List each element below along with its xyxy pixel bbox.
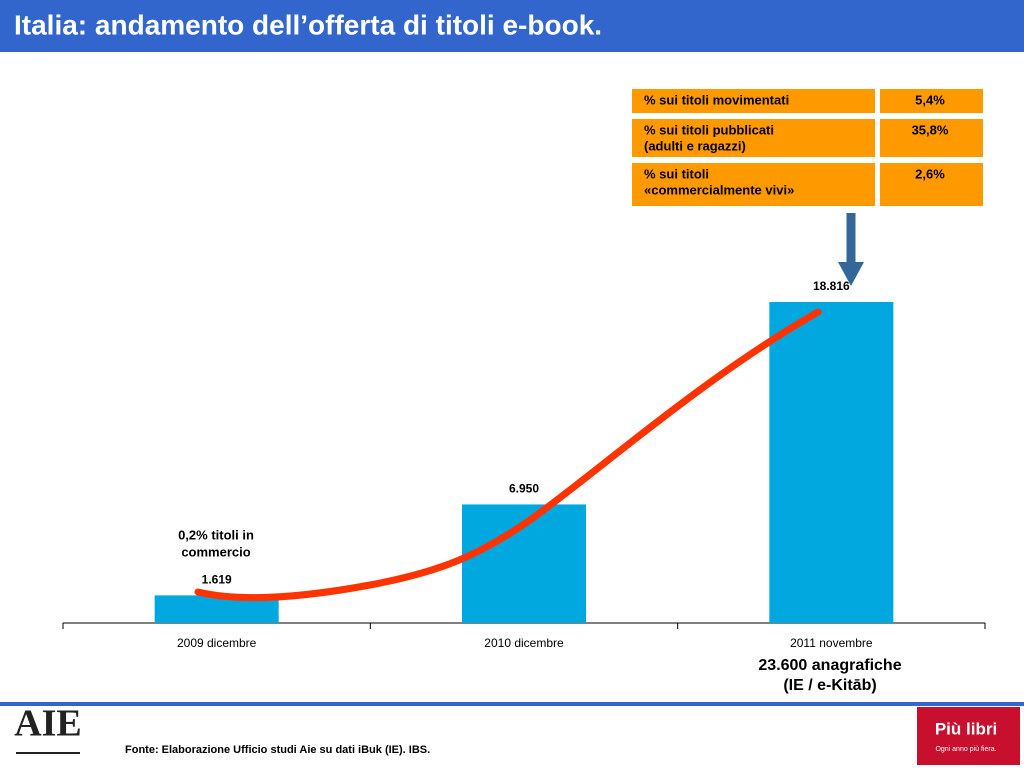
annotation: (IE / e-Kitāb) xyxy=(783,677,876,694)
source-note: Fonte: Elaborazione Ufficio studi Aie su… xyxy=(125,744,430,756)
value-label: 18.816 xyxy=(813,279,850,293)
table-cell xyxy=(880,163,983,206)
annotation: 0,2% titoli in xyxy=(178,527,254,542)
annotation: commercio xyxy=(181,544,250,559)
table-cell xyxy=(632,163,875,206)
footer-line xyxy=(0,702,1024,706)
table-label: «commercialmente vivi» xyxy=(644,182,794,197)
table-cell xyxy=(632,89,875,113)
table-label: % sui titoli xyxy=(644,166,709,181)
value-label: 1.619 xyxy=(202,573,232,587)
value-label: 6.950 xyxy=(509,482,539,496)
trend-curve xyxy=(194,308,822,602)
table-cell xyxy=(632,119,875,157)
table-label: % sui titoli movimentati xyxy=(644,92,789,107)
aie-logo: AIE xyxy=(14,703,82,745)
arrow-head xyxy=(838,262,864,286)
table-value: 2,6% xyxy=(915,166,945,181)
annotation: 23.600 anagrafiche xyxy=(758,657,901,674)
table-label: % sui titoli pubblicati xyxy=(644,122,774,137)
plot: 1.619 2009 dicembre 6.950 2010 dicembre 18.8… xyxy=(62,279,986,694)
bar xyxy=(769,302,894,623)
x-tick-label: 2011 novembre xyxy=(790,636,873,650)
piu-libri-logo xyxy=(917,707,1020,765)
table-label: (adulti e ragazzi) xyxy=(644,138,746,153)
summary-table: % sui titoli movimentati 5,4% % sui titoli… xyxy=(632,89,983,206)
x-tick-label: 2010 dicembre xyxy=(484,636,564,650)
table-value: 5,4% xyxy=(915,92,945,107)
piu-libri-tagline: Ogni anno più fiera. xyxy=(935,746,996,753)
slide-title: Italia: andamento dell’offerta di titoli… xyxy=(14,9,602,40)
table-cell xyxy=(880,119,983,157)
table-value: 35,8% xyxy=(912,122,949,137)
piu-libri-name: Più libri xyxy=(935,719,997,738)
table-cell xyxy=(880,89,983,113)
x-tick-label: 2009 dicembre xyxy=(177,636,257,650)
title-bar xyxy=(0,0,1024,52)
